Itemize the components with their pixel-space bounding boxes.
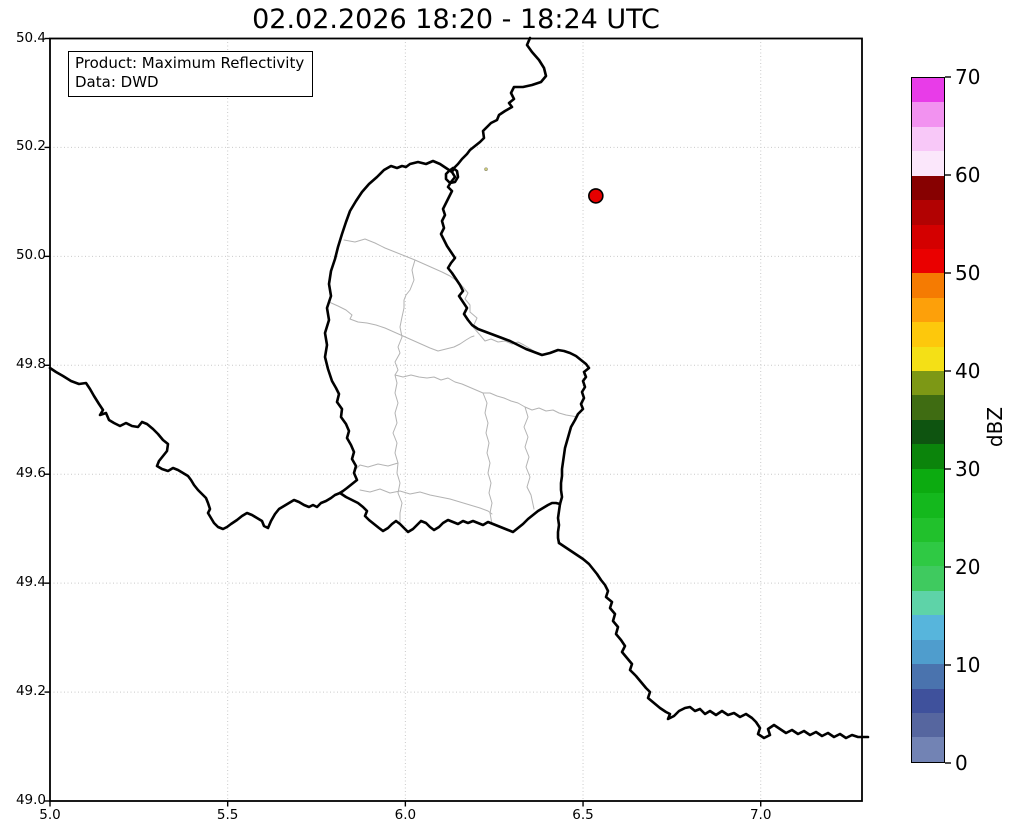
y-tick-label: 50.0: [15, 247, 46, 264]
colorbar-segment: [912, 664, 944, 689]
colorbar-tick-label: 20: [955, 555, 981, 579]
colorbar-segment: [912, 493, 944, 518]
district-border: [354, 462, 399, 471]
colorbar-segment: [912, 712, 944, 738]
plot-frame: [49, 37, 863, 802]
y-tick-label: 49.2: [15, 683, 46, 700]
country-border-lux-south: [338, 491, 562, 534]
y-tick-label: 50.4: [15, 29, 46, 46]
colorbar-segment: [912, 102, 944, 127]
colorbar: [911, 77, 945, 763]
radar-echo-layer: [484, 167, 604, 204]
country-border-lux-west: [323, 159, 454, 495]
colorbar-segment: [912, 468, 944, 494]
colorbar-tick-label: 0: [955, 751, 968, 775]
y-tick-label: 49.6: [15, 465, 46, 482]
district-border: [392, 259, 416, 525]
colorbar-segment: [912, 517, 944, 543]
colorbar-segment: [912, 688, 944, 713]
plot-title: 02.02.2026 18:20 - 18:24 UTC: [252, 4, 660, 35]
product-line: Product: Maximum Reflectivity: [75, 54, 305, 72]
radar-echo: [484, 167, 488, 172]
colorbar-tick-label: 60: [955, 163, 981, 187]
colorbar-segment: [912, 126, 944, 152]
colorbar-segment: [912, 590, 944, 616]
colorbar-segment: [912, 248, 944, 274]
colorbar-segment: [912, 322, 944, 347]
colorbar-segment: [912, 566, 944, 591]
country-border-fr-be: [48, 366, 342, 531]
colorbar-segment: [912, 273, 944, 298]
y-tick-label: 50.2: [15, 138, 46, 155]
colorbar-segment: [912, 78, 944, 103]
colorbar-segment: [912, 444, 944, 469]
district-border: [482, 392, 493, 525]
x-tick-label: 7.0: [749, 807, 772, 823]
colorbar-tick-label: 30: [955, 457, 981, 481]
country-border-loop: [444, 166, 460, 185]
colorbar-segment: [912, 371, 944, 396]
colorbar-segment: [912, 615, 944, 640]
country-border-be-de: [450, 36, 548, 174]
colorbar-segment: [912, 297, 944, 323]
colorbar-segment: [912, 224, 944, 249]
district-border: [328, 301, 475, 352]
colorbar-tick-label: 10: [955, 653, 981, 677]
axis-tick-marks: [44, 37, 951, 807]
x-tick-label: 5.0: [39, 807, 61, 823]
colorbar-segment: [912, 737, 944, 762]
colorbar-tick-label: 40: [955, 359, 981, 383]
country-border-lux-east: [439, 170, 591, 545]
district-border: [343, 238, 471, 313]
district-border: [359, 488, 493, 515]
district-border: [394, 374, 578, 418]
product-info-box: Product: Maximum Reflectivity Data: DWD: [68, 51, 314, 97]
radar-echo: [588, 188, 604, 204]
colorbar-segment: [912, 151, 944, 176]
country-borders: [48, 36, 870, 740]
y-tick-label: 49.4: [15, 574, 46, 591]
colorbar-segment: [912, 419, 944, 445]
district-borders: [328, 238, 578, 525]
y-tick-label: 49.8: [15, 356, 46, 373]
colorbar-segment: [912, 175, 944, 201]
colorbar-segment: [912, 200, 944, 225]
y-tick-label: 49.0: [15, 792, 46, 808]
colorbar-segment: [912, 542, 944, 567]
colorbar-tick-label: 50: [955, 261, 981, 285]
grid-lines: [49, 38, 862, 802]
x-tick-label: 6.0: [394, 807, 417, 823]
colorbar-segment: [912, 346, 944, 372]
colorbar-segment: [912, 639, 944, 665]
colorbar-segment: [912, 395, 944, 420]
x-tick-label: 6.5: [572, 807, 594, 823]
colorbar-tick-label: 70: [955, 65, 981, 89]
district-border: [523, 406, 535, 510]
x-tick-label: 5.5: [216, 807, 239, 823]
data-source-line: Data: DWD: [75, 73, 159, 91]
colorbar-axis-label: dBZ: [983, 406, 1007, 448]
country-border-fr-de: [557, 541, 870, 740]
district-border: [469, 311, 535, 352]
